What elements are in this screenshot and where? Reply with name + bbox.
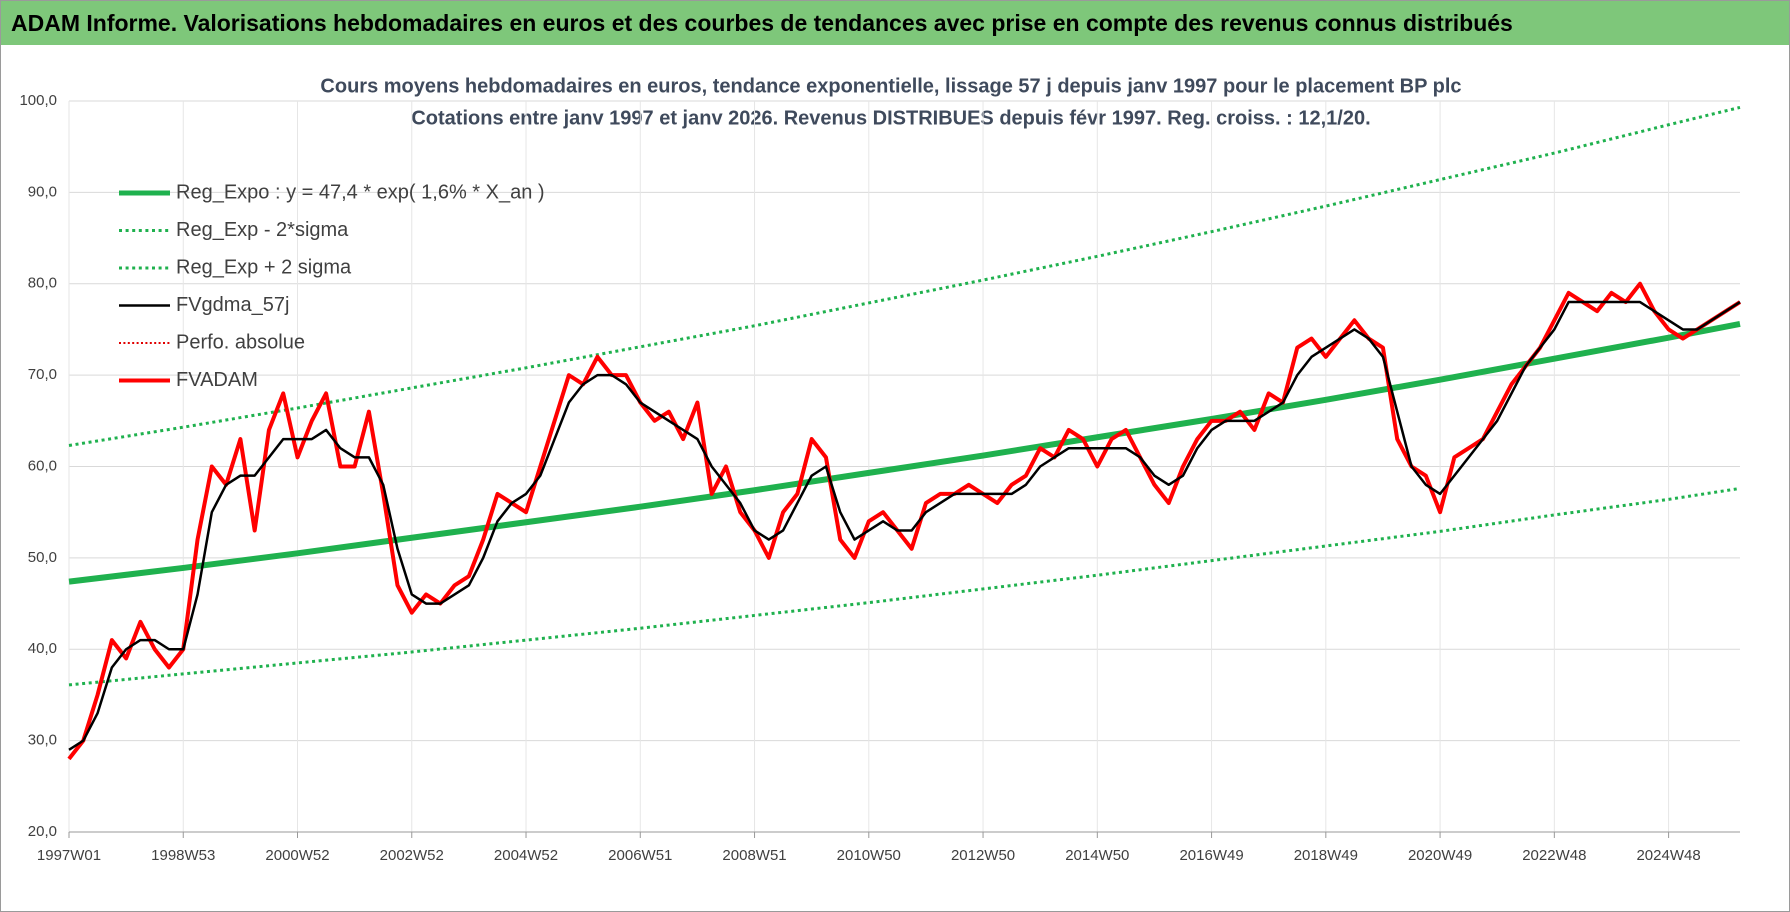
x-tick-label: 2004W52 xyxy=(494,847,558,864)
legend-label: FVADAM xyxy=(176,369,258,391)
legend-label: FVgdma_57j xyxy=(176,294,289,316)
x-tick-label: 2022W48 xyxy=(1522,847,1586,864)
y-tick-label: 80,0 xyxy=(28,275,57,292)
x-tick-label: 2016W49 xyxy=(1179,847,1243,864)
y-tick-label: 70,0 xyxy=(28,366,57,383)
x-tick-label: 1998W53 xyxy=(151,847,215,864)
legend-label: Perfo. absolue xyxy=(176,331,305,353)
y-tick-label: 30,0 xyxy=(28,732,57,749)
x-tick-label: 1997W01 xyxy=(37,847,101,864)
x-tick-label: 2024W48 xyxy=(1636,847,1700,864)
legend-label: Reg_Exp + 2 sigma xyxy=(176,256,352,278)
chart-title: Cours moyens hebdomadaires en euros, ten… xyxy=(320,75,1461,97)
header-bar: ADAM Informe. Valorisations hebdomadaire… xyxy=(1,1,1789,45)
series-line xyxy=(68,300,1741,751)
y-tick-label: 100,0 xyxy=(19,92,57,109)
x-tick-label: 2018W49 xyxy=(1294,847,1358,864)
legend-label: Reg_Exp - 2*sigma xyxy=(176,219,349,241)
y-tick-label: 50,0 xyxy=(28,549,57,566)
x-tick-label: 2010W50 xyxy=(837,847,901,864)
x-tick-label: 2000W52 xyxy=(265,847,329,864)
x-tick-label: 2008W51 xyxy=(722,847,786,864)
x-tick-label: 2012W50 xyxy=(951,847,1015,864)
chart-subtitle: Cotations entre janv 1997 et janv 2026. … xyxy=(411,107,1370,129)
series-line xyxy=(68,282,1741,760)
x-tick-label: 2014W50 xyxy=(1065,847,1129,864)
series-line xyxy=(68,321,1741,585)
legend-label: Reg_Expo : y = 47,4 * exp( 1,6% * X_an ) xyxy=(176,181,545,203)
header-title: ADAM Informe. Valorisations hebdomadaire… xyxy=(11,10,1513,36)
x-tick-label: 2020W49 xyxy=(1408,847,1472,864)
x-tick-label: 2002W52 xyxy=(380,847,444,864)
series-line xyxy=(67,281,1742,761)
series-line xyxy=(68,486,1741,687)
y-tick-label: 60,0 xyxy=(28,457,57,474)
x-tick-label: 2006W51 xyxy=(608,847,672,864)
y-tick-label: 20,0 xyxy=(28,823,57,840)
y-tick-label: 90,0 xyxy=(28,183,57,200)
y-tick-label: 40,0 xyxy=(28,640,57,657)
